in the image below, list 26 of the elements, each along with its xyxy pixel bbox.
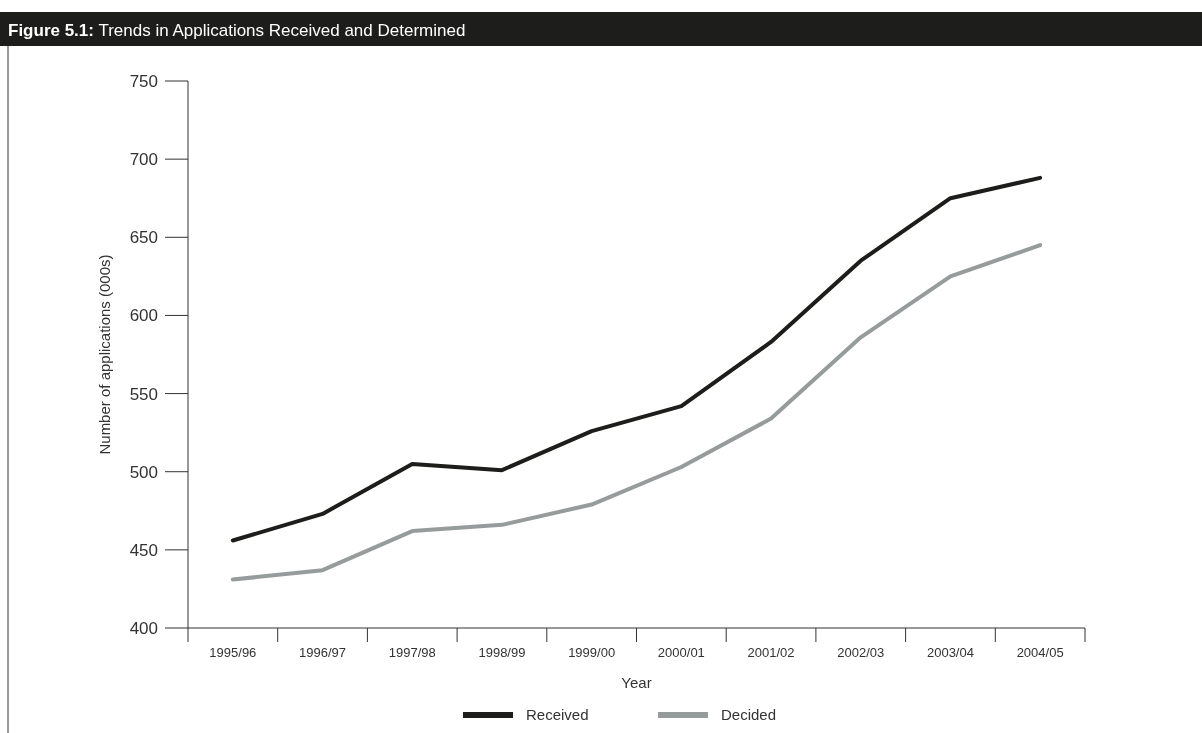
y-tick-label: 550 [129,384,158,404]
x-tick-label: 1998/99 [478,645,526,660]
text: Figure 5.1: [8,21,94,40]
y-tick-label: 650 [129,228,158,248]
x-axis-title: Year [621,674,652,691]
legend-label: Decided [721,706,777,724]
x-tick-label: 2000/01 [657,645,705,660]
y-tick-label: 750 [129,71,158,91]
line-series [230,243,1043,582]
y-axis-title: Number of applications (000s) [96,254,113,455]
y-tick-label: 500 [129,462,158,482]
x-tick-label: 2004/05 [1016,645,1064,660]
x-tick-label: 1995/96 [209,645,257,660]
line-series [230,175,1043,543]
legend-label: Received [526,706,589,724]
x-tick-label: 2002/03 [837,645,885,660]
chart-subtitle: Trends in Applications Received and Determined [98,21,466,40]
x-tick-label: 1997/98 [388,645,436,660]
x-tick-label: 2003/04 [926,645,974,660]
y-tick-label: 400 [129,618,158,638]
y-tick-label: 700 [129,150,158,170]
y-tick-label: 450 [129,540,158,560]
x-tick-label: 1999/00 [568,645,616,660]
x-tick-label: 2001/02 [747,645,795,660]
y-tick-label: 600 [129,306,158,326]
x-tick-label: 1996/97 [299,645,347,660]
